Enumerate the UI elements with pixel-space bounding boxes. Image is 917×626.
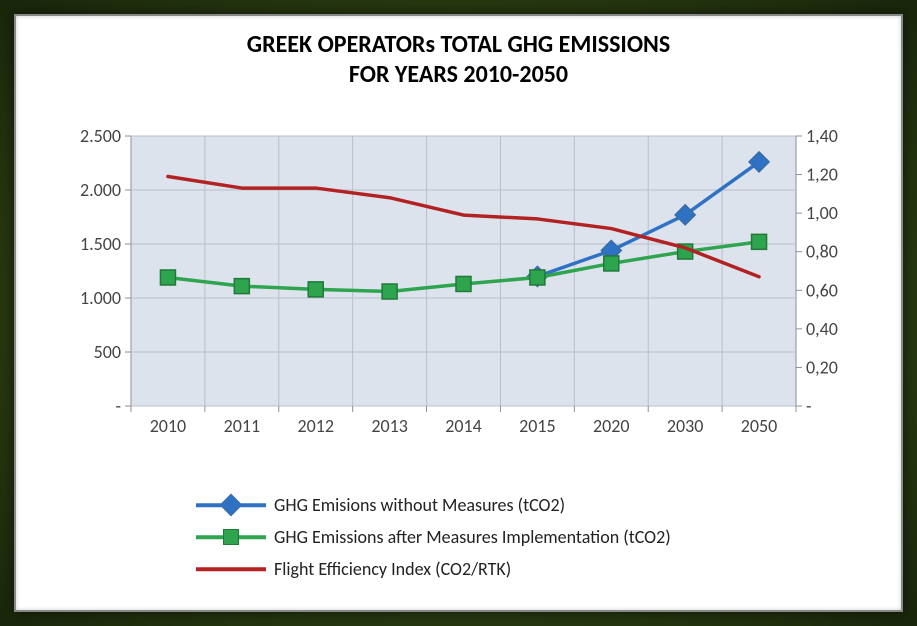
svg-text:2014: 2014: [445, 415, 482, 437]
legend-label: GHG Emisions without Measures (tCO2): [274, 494, 565, 516]
svg-text:2020: 2020: [593, 415, 630, 437]
chart-card: GREEK OPERATORs TOTAL GHG EMISSIONS FOR …: [14, 14, 903, 612]
legend-swatch: [196, 494, 266, 516]
legend: GHG Emisions without Measures (tCO2) GHG …: [196, 486, 671, 588]
svg-text:2012: 2012: [297, 415, 334, 437]
svg-text:2.500: 2.500: [80, 126, 121, 147]
chart-plot: - 500 1.000 1.500 2.000 2.500 - 0,20 0,40 0,60 0,8…: [61, 126, 856, 446]
legend-swatch: [196, 526, 266, 548]
legend-label: GHG Emissions after Measures Implementat…: [274, 526, 671, 548]
svg-text:-: -: [115, 395, 121, 417]
svg-text:1,40: 1,40: [806, 126, 838, 147]
svg-text:2010: 2010: [150, 415, 187, 437]
svg-text:2050: 2050: [741, 415, 778, 437]
chart-title-line2: FOR YEARS 2010-2050: [16, 60, 901, 90]
svg-text:0,20: 0,20: [806, 356, 838, 378]
svg-text:2011: 2011: [224, 415, 260, 437]
svg-text:2015: 2015: [519, 415, 556, 437]
svg-text:0,60: 0,60: [806, 279, 838, 301]
svg-text:2.000: 2.000: [80, 179, 121, 201]
svg-text:0,80: 0,80: [806, 241, 838, 263]
legend-swatch: [196, 558, 266, 580]
legend-item: GHG Emisions without Measures (tCO2): [196, 492, 671, 518]
chart-title: GREEK OPERATORs TOTAL GHG EMISSIONS FOR …: [16, 16, 901, 90]
svg-text:1.000: 1.000: [80, 287, 121, 309]
legend-item: GHG Emissions after Measures Implementat…: [196, 524, 671, 550]
legend-label: Flight Efficiency Index (CO2/RTK): [274, 558, 511, 580]
chart-title-line1: GREEK OPERATORs TOTAL GHG EMISSIONS: [16, 30, 901, 60]
legend-item: Flight Efficiency Index (CO2/RTK): [196, 556, 671, 582]
svg-text:1.500: 1.500: [80, 233, 121, 255]
frame: GREEK OPERATORs TOTAL GHG EMISSIONS FOR …: [0, 0, 917, 626]
svg-text:2013: 2013: [371, 415, 408, 437]
svg-text:2030: 2030: [667, 415, 704, 437]
svg-text:500: 500: [94, 341, 121, 363]
svg-text:1,20: 1,20: [806, 164, 838, 186]
svg-text:0,40: 0,40: [806, 318, 838, 340]
svg-text:1,00: 1,00: [806, 202, 838, 224]
svg-text:-: -: [806, 395, 812, 417]
